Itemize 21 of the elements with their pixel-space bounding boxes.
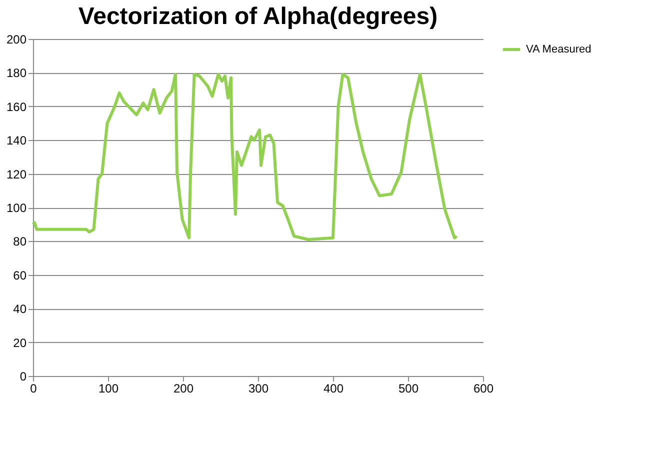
y-tick-label: 180	[6, 66, 27, 80]
x-tick-label: 200	[173, 382, 194, 396]
line-series	[32, 72, 458, 242]
x-tick-label: 0	[30, 382, 38, 396]
y-tick-label: 0	[20, 370, 27, 384]
y-tick-label: 140	[6, 134, 27, 148]
legend-label: VA Measured	[526, 44, 592, 56]
x-tick-label: 600	[473, 382, 494, 396]
y-tick-label: 20	[13, 336, 27, 350]
x-tick-label: 500	[398, 382, 419, 396]
y-tick-label: 200	[6, 32, 27, 46]
y-tick-label: 100	[6, 201, 27, 215]
y-tick-label: 80	[13, 234, 27, 249]
x-tick-label: 400	[323, 382, 344, 396]
chart-title: Vectorization of Alpha(degrees)	[78, 3, 438, 30]
y-tick-label: 40	[13, 302, 27, 316]
y-tick-label: 160	[6, 100, 27, 114]
x-tick-label: 300	[248, 382, 269, 396]
y-tick-label: 120	[6, 167, 27, 182]
y-tick-label: 60	[13, 268, 27, 282]
x-tick-label: 100	[98, 382, 119, 396]
